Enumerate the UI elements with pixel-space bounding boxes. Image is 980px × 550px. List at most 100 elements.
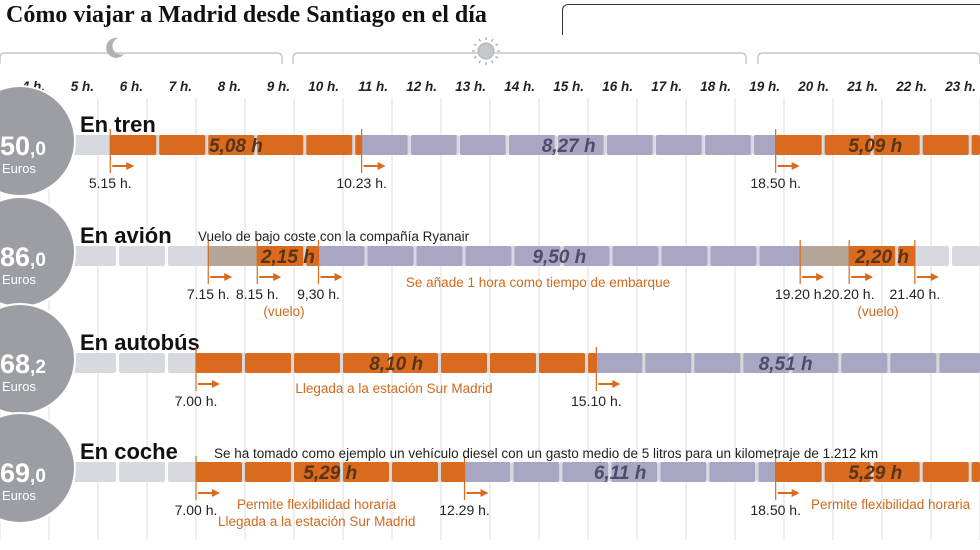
hour-label: 12 h. [406, 79, 437, 94]
travel-cell [245, 462, 291, 482]
price-unit: Euros [2, 488, 36, 503]
duration-label: 2,15 h [260, 247, 315, 268]
idle-cell [168, 246, 214, 266]
price-integer: 86 [0, 242, 30, 272]
departure-arrow-head [930, 273, 939, 281]
note-car-example: Se ha tomado como ejemplo un vehículo di… [214, 446, 878, 461]
waiting-cell [792, 353, 839, 373]
sun-ray [478, 60, 482, 64]
hour-label: 6 h. [120, 79, 143, 94]
price-unit: Euros [2, 272, 36, 287]
sun-ray [473, 55, 477, 59]
hour-label: 7 h. [169, 79, 192, 94]
travel-cell [196, 353, 242, 373]
travel-cell [294, 353, 340, 373]
waiting-cell [655, 135, 702, 155]
departure-arrow-head [612, 380, 621, 388]
mode-label: En autobús [80, 330, 200, 355]
idle-cell [70, 462, 116, 482]
note-car-flex-2: Permite flexibilidad horaria [811, 497, 971, 512]
travel-cell [245, 353, 291, 373]
time-label: 18.50 h. [750, 175, 801, 191]
travel-cell [110, 135, 157, 155]
waiting-cell [759, 246, 801, 266]
title-divider [562, 4, 980, 35]
duration-label: 2,20 h [854, 247, 909, 268]
waiting-cell [694, 353, 741, 373]
departure-arrow-head [212, 380, 220, 388]
waiting-cell [753, 135, 776, 155]
price-integer: 69 [0, 458, 30, 488]
time-label: 18.50 h. [750, 502, 801, 518]
hour-label: 8 h. [218, 79, 241, 94]
time-label: 21.40 h. [890, 286, 941, 302]
waiting-cell [508, 135, 555, 155]
idle-cell [119, 462, 165, 482]
price-badge [0, 412, 76, 524]
hour-label: 19 h. [749, 79, 780, 94]
sun-ray [478, 38, 482, 42]
time-label: 15.10 h. [571, 393, 622, 409]
time-label: 5.15 h. [89, 175, 132, 191]
sun-ray [490, 60, 494, 64]
waiting-cell [704, 135, 751, 155]
hour-label: 13 h. [455, 79, 486, 94]
duration-label: 5,29 h [303, 463, 357, 484]
hour-label: 9 h. [267, 79, 290, 94]
hour-label: 20 h. [797, 79, 829, 94]
travel-cell [539, 353, 585, 373]
time-label: 7.15 h. [187, 286, 230, 302]
period-bracket-0 [0, 52, 283, 64]
departure-arrow-head [377, 162, 386, 170]
travel-cell [196, 462, 242, 482]
travel-cell [490, 353, 536, 373]
hour-label: 14 h. [504, 79, 535, 94]
sun-ray [495, 55, 499, 59]
time-label: 10.23 h. [336, 175, 387, 191]
idle-cell [70, 135, 116, 155]
waiting-cell [361, 135, 408, 155]
duration-label: 6,11 h [594, 463, 646, 484]
hour-label: 10 h. [308, 79, 339, 94]
waiting-cell [611, 462, 658, 482]
travel-cell [294, 462, 340, 482]
waiting-cell [318, 246, 365, 266]
waiting-cell [645, 353, 692, 373]
departure-arrow-head [791, 162, 800, 170]
moon-icon [106, 37, 124, 58]
price-decimal: ,0 [30, 250, 46, 271]
waiting-cell [557, 135, 604, 155]
hour-label: 17 h. [651, 79, 682, 94]
travel-cell [588, 353, 597, 373]
note-lowcost: Vuelo de bajo coste con la compañía Ryan… [198, 229, 470, 244]
travel-cell [971, 135, 980, 155]
note-car-arrival: Llegada a la estación Sur Madrid [218, 514, 415, 529]
waiting-cell [410, 135, 457, 155]
departure-arrow-head [126, 162, 135, 170]
waiting-cell [563, 246, 610, 266]
price-unit: Euros [2, 379, 36, 394]
travel-cell [343, 462, 389, 482]
price-decimal: ,0 [30, 466, 46, 487]
price-value: 50,0 [0, 131, 46, 161]
duration-label: 8,10 h [369, 354, 423, 375]
time-label: 8.15 h. [236, 286, 279, 302]
price-integer: 68 [0, 349, 30, 379]
travel-cell [873, 462, 920, 482]
note-flight-2: (vuelo) [857, 304, 898, 319]
duration-label: 5,29 h [848, 463, 902, 484]
period-bracket-2 [757, 52, 980, 64]
time-label: 9,30 h. [297, 286, 340, 302]
sun-icon [477, 42, 495, 60]
travel-cell [849, 246, 896, 266]
travel-cell [898, 246, 915, 266]
travel-cell [392, 462, 438, 482]
period-bracket-1 [292, 52, 747, 64]
waiting-cell [465, 246, 512, 266]
waiting-cell [939, 353, 980, 373]
duration-label: 5,09 h [848, 136, 902, 157]
price-value: 86,0 [0, 242, 46, 272]
travel-cell [159, 135, 206, 155]
travel-cell [257, 135, 304, 155]
departure-arrow-head [273, 273, 282, 281]
